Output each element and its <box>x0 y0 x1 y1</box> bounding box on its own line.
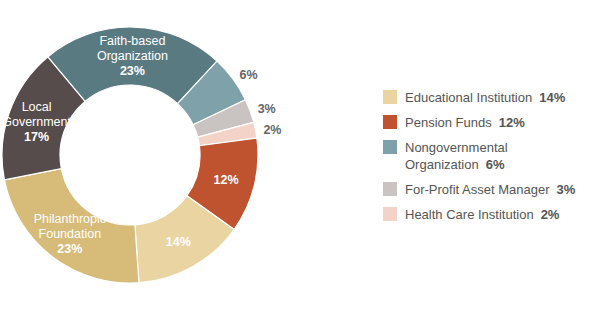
chart: Faith-basedOrganization23%6%3%2%12%14%Ph… <box>0 0 616 311</box>
legend-swatch <box>383 115 397 129</box>
legend-label: Educational Institution <box>405 90 532 105</box>
slice-name: Faith-basedOrganization <box>97 34 168 63</box>
slice-value: 17% <box>24 130 49 144</box>
slice-labels: Faith-basedOrganization23%6%3%2%12%14%Ph… <box>2 34 281 256</box>
slice-name: LocalGovernment <box>2 100 71 129</box>
slice <box>4 169 138 283</box>
slice-name: PhilanthropicFoundation <box>34 212 106 241</box>
legend-label-line: Health Care Institution <box>405 207 534 222</box>
legend-label-line: Educational Institution <box>405 90 532 105</box>
legend-label: Pension Funds <box>405 115 492 130</box>
slice-value: 14% <box>166 235 191 249</box>
slice-value: 6% <box>239 68 257 82</box>
legend-label: Nongovernmental Organization <box>405 140 508 172</box>
legend-value: 2% <box>541 207 560 222</box>
slice-value: 2% <box>263 123 281 137</box>
legend-value: 14% <box>539 90 565 105</box>
slice-value: 12% <box>214 173 239 187</box>
legend-value: 6% <box>486 157 505 172</box>
slice-name-line: Philanthropic <box>34 212 106 226</box>
slice-name-line: Faith-based <box>99 34 165 48</box>
legend-swatch <box>383 90 397 104</box>
legend-label-line: Nongovernmental <box>405 140 508 155</box>
slice-name-line: Government <box>2 115 71 129</box>
legend-label-line: For-Profit Asset Manager <box>405 182 550 197</box>
slice-value: 23% <box>57 242 82 256</box>
legend-swatch <box>383 182 397 196</box>
legend-swatch <box>383 140 397 154</box>
legend-label: For-Profit Asset Manager <box>405 182 550 197</box>
slice-name-line: Foundation <box>39 227 102 241</box>
legend-value: 12% <box>499 115 525 130</box>
legend: Educational Institution 14% Pension Funds 1… <box>383 90 576 222</box>
slices <box>2 27 258 283</box>
slice-name-line: Organization <box>97 49 168 63</box>
legend-label: Health Care Institution <box>405 207 534 222</box>
slice-value: 23% <box>120 64 145 78</box>
legend-label-line: Organization <box>405 157 479 172</box>
legend-swatch <box>383 207 397 221</box>
legend-label-line: Pension Funds <box>405 115 492 130</box>
slice <box>135 196 234 283</box>
slice-value: 3% <box>258 102 276 116</box>
legend-value: 3% <box>557 182 576 197</box>
slice <box>2 57 85 180</box>
slice-name-line: Local <box>22 100 52 114</box>
